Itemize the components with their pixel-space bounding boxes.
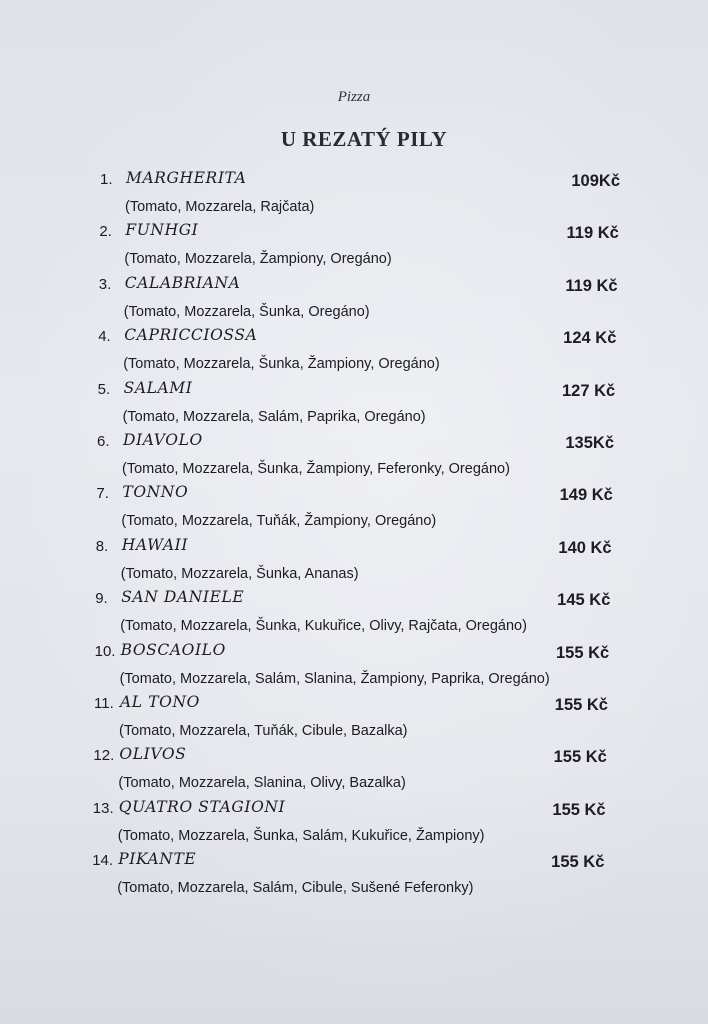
item-number: 8. [95,537,109,555]
item-name: TONNO [122,483,189,502]
item-number: 9. [95,590,108,608]
menu-item: 12. OLIVOS 155 Kč (Tomato, Mozzarela, Slani… [93,745,623,797]
item-name: CALABRIANA [124,273,241,292]
item-price: 155 Kč [552,800,606,819]
item-price: 109Kč [571,172,620,190]
item-ingredients: (Tomato, Mozzarela, Tuňák, Žampiony, Ore… [121,513,437,530]
item-number: 11. [94,694,114,712]
item-number: 3. [98,275,112,293]
menu-item: 5. SALAMI 127 Kč (Tomato, Mozzarela, Salám,… [98,379,628,431]
item-number: 4. [98,328,111,346]
item-price: 155 Kč [554,695,608,714]
item-number: 12. [93,747,115,765]
item-name: DIAVOLO [123,430,203,449]
item-price: 149 Kč [559,486,613,505]
item-name: FUNHGI [125,221,199,240]
item-name: PIKANTE [118,850,197,869]
item-ingredients: (Tomato, Mozzarela, Šunka, Kukuřice, Oli… [120,618,527,635]
item-name: CAPRICCIOSSA [124,326,258,345]
menu-item: 9. SAN DANIELE 145 Kč (Tomato, Mozzarela, Š… [95,588,625,640]
item-name: QUATRO STAGIONI [118,797,286,816]
item-ingredients: (Tomato, Mozzarela, Šunka, Ananas) [120,565,359,582]
item-ingredients: (Tomato, Mozzarela, Šunka, Salám, Kukuři… [117,827,485,844]
menu-item: 7. TONNO 149 Kč (Tomato, Mozzarela, Tuňák, … [96,483,626,535]
menu-item: 1. MARGHERITA 109Kč (Tomato, Mozzarela, Raj… [100,169,630,221]
item-number: 13. [92,799,114,817]
item-name: BOSCAOILO [120,640,226,659]
item-price: 119 Kč [566,224,619,243]
menu-item: 6. DIAVOLO 135Kč (Tomato, Mozzarela, Šunka,… [97,431,627,483]
item-number: 7. [96,485,109,503]
item-number: 6. [97,432,110,450]
item-number: 14. [92,852,114,870]
item-ingredients: (Tomato, Mozzarela, Šunka, Žampiony, Ore… [123,356,440,373]
item-price: 140 Kč [558,538,612,557]
menu-item: 8. HAWAII 140 Kč (Tomato, Mozzarela, Šunka,… [96,536,626,588]
item-price: 155 Kč [553,748,607,767]
item-ingredients: (Tomato, Mozzarela, Salám, Slanina, Žamp… [119,670,550,687]
menu-item: 2. FUNHGI 119 Kč (Tomato, Mozzarela, Žampio… [99,221,629,273]
item-price: 135Kč [565,433,614,452]
item-name: HAWAII [121,535,189,554]
item-number: 2. [99,223,112,241]
menu-item: 4. CAPRICCIOSSA 124 Kč (Tomato, Mozzarela, … [98,326,628,378]
item-ingredients: (Tomato, Mozzarela, Šunka, Oregáno) [123,303,370,320]
item-ingredients: (Tomato, Mozzarela, Salám, Cibule, Sušen… [117,880,474,897]
item-name: SAN DANIELE [121,588,245,607]
item-number: 10. [94,642,116,660]
item-price: 155 Kč [555,643,610,662]
menu-item: 13. QUATRO STAGIONI 155 Kč (Tomato, Mozzare… [93,798,623,850]
item-ingredients: (Tomato, Mozzarela, Salám, Paprika, Oreg… [122,408,426,425]
item-number: 5. [97,380,111,398]
item-ingredients: (Tomato, Mozzarela, Rajčata) [125,199,315,215]
item-ingredients: (Tomato, Mozzarela, Žampiony, Oregáno) [124,251,392,268]
item-ingredients: (Tomato, Mozzarela, Šunka, Žampiony, Fef… [122,460,510,477]
menu-item: 14. PIKANTE 155 Kč (Tomato, Mozzarela, Salá… [92,850,622,902]
item-price: 124 Kč [563,329,617,348]
item-name: MARGHERITA [126,169,247,187]
item-price: 145 Kč [557,591,611,610]
menu-category: Pizza [337,89,371,105]
pizza-list: 1. MARGHERITA 109Kč (Tomato, Mozzarela, Raj… [92,169,630,902]
item-price: 127 Kč [561,381,616,400]
item-number: 1. [100,171,113,188]
item-price: 155 Kč [551,853,605,872]
item-name: AL TONO [120,692,200,711]
menu-item: 11. AL TONO 155 Kč (Tomato, Mozzarela, Tuňá… [94,693,624,745]
menu-item: 10. BOSCAOILO 155 Kč (Tomato, Mozzarela, Sa… [95,641,625,693]
item-price: 119 Kč [565,276,618,295]
restaurant-title: U REZATÝ PILY [280,127,448,151]
item-name: SALAMI [123,378,193,397]
item-name: OLIVOS [119,745,187,764]
menu-item: 3. CALABRIANA 119 Kč (Tomato, Mozzarela, Šu… [99,274,629,326]
item-ingredients: (Tomato, Mozzarela, Tuňák, Cibule, Bazal… [119,722,408,739]
item-ingredients: (Tomato, Mozzarela, Slanina, Olivy, Baza… [118,775,406,792]
